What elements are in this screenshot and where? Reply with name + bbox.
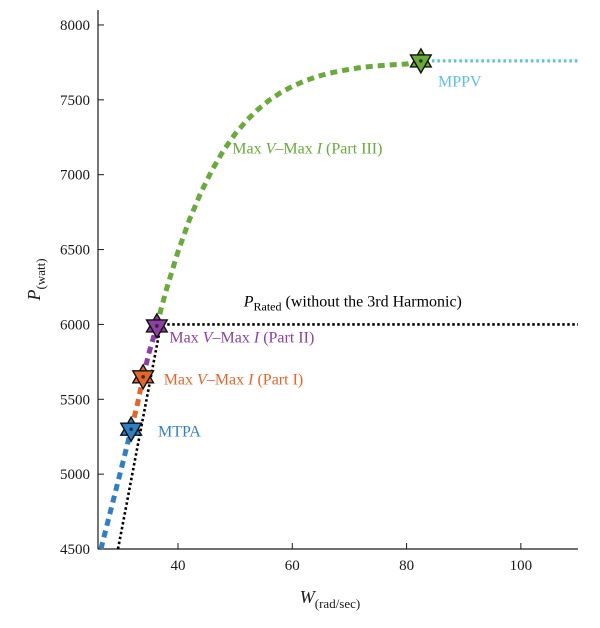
annotation-prated: PRated (without the 3rd Harmonic) <box>243 293 462 313</box>
annotation-layer: MTPA Max V–Max I (Part I) Max V–Max I (Par… <box>158 73 482 440</box>
y-tick-label: 6000 <box>60 317 90 333</box>
x-tick-label: 80 <box>399 558 414 574</box>
y-tick-label: 7000 <box>60 168 90 184</box>
y-axis-title: P(watt) <box>24 258 48 301</box>
annotation-mtpa: MTPA <box>158 424 201 441</box>
series-mtpa <box>98 428 134 550</box>
annotation-part1: Max V–Max I (Part I) <box>164 371 304 388</box>
star-marker-max-v-max-i-part-i <box>131 363 155 391</box>
star-marker-mppv-transition <box>409 47 433 75</box>
x-axis-title: W(rad/sec) <box>300 587 360 611</box>
marker-layer <box>119 47 433 443</box>
y-tick-label: 7500 <box>60 93 90 109</box>
x-tick-label: 40 <box>171 558 186 574</box>
y-tick-label: 5500 <box>60 392 90 408</box>
y-tick-label: 8000 <box>60 18 90 34</box>
x-tick-label: 60 <box>285 558 300 574</box>
axes <box>97 10 578 550</box>
tick-labels: 4500 5000 5500 6000 6500 7000 7500 8000 40 60 80 10… <box>60 18 532 574</box>
annotation-part2: Max V–Max I (Part II) <box>169 329 314 346</box>
annotation-mppv: MPPV <box>438 73 482 90</box>
series-layer <box>98 58 578 550</box>
series-max-v-max-i-part-ii <box>140 325 160 378</box>
x-tick-label: 100 <box>510 558 533 574</box>
y-tick-label: 5000 <box>60 467 90 483</box>
series-p-rated-without-the-3rd-harmonic <box>116 323 578 550</box>
y-tick-label: 6500 <box>60 243 90 259</box>
annotation-part3: Max V–Max I (Part III) <box>232 141 382 158</box>
star-marker-mtpa <box>119 415 143 443</box>
star-marker-max-v-max-i-part-ii <box>145 312 169 340</box>
y-tick-label: 4500 <box>60 542 90 558</box>
series-max-v-max-i-part-iii <box>154 58 422 327</box>
